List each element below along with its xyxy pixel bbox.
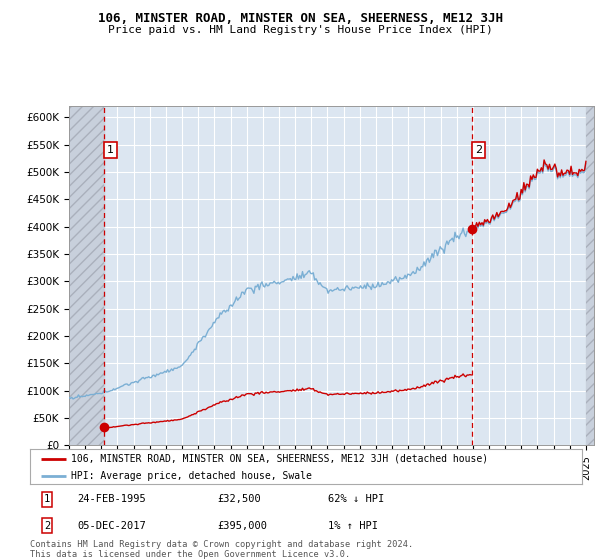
Text: 05-DEC-2017: 05-DEC-2017 (77, 520, 146, 530)
Text: 1: 1 (107, 145, 114, 155)
Text: Contains HM Land Registry data © Crown copyright and database right 2024.
This d: Contains HM Land Registry data © Crown c… (30, 540, 413, 559)
Bar (586, 106, 600, 445)
Text: 1% ↑ HPI: 1% ↑ HPI (328, 520, 378, 530)
Bar (69, 106, 104, 445)
Text: 62% ↓ HPI: 62% ↓ HPI (328, 494, 385, 505)
Text: £395,000: £395,000 (218, 520, 268, 530)
Text: 2: 2 (475, 145, 482, 155)
Text: £32,500: £32,500 (218, 494, 262, 505)
Text: 24-FEB-1995: 24-FEB-1995 (77, 494, 146, 505)
Text: 1: 1 (44, 494, 50, 505)
Text: Price paid vs. HM Land Registry's House Price Index (HPI): Price paid vs. HM Land Registry's House … (107, 25, 493, 35)
Text: 106, MINSTER ROAD, MINSTER ON SEA, SHEERNESS, ME12 3JH: 106, MINSTER ROAD, MINSTER ON SEA, SHEER… (97, 12, 503, 25)
Bar (586, 106, 600, 445)
Bar (69, 106, 104, 445)
Text: HPI: Average price, detached house, Swale: HPI: Average price, detached house, Swal… (71, 470, 312, 480)
Text: 2: 2 (44, 520, 50, 530)
Text: 106, MINSTER ROAD, MINSTER ON SEA, SHEERNESS, ME12 3JH (detached house): 106, MINSTER ROAD, MINSTER ON SEA, SHEER… (71, 454, 488, 464)
